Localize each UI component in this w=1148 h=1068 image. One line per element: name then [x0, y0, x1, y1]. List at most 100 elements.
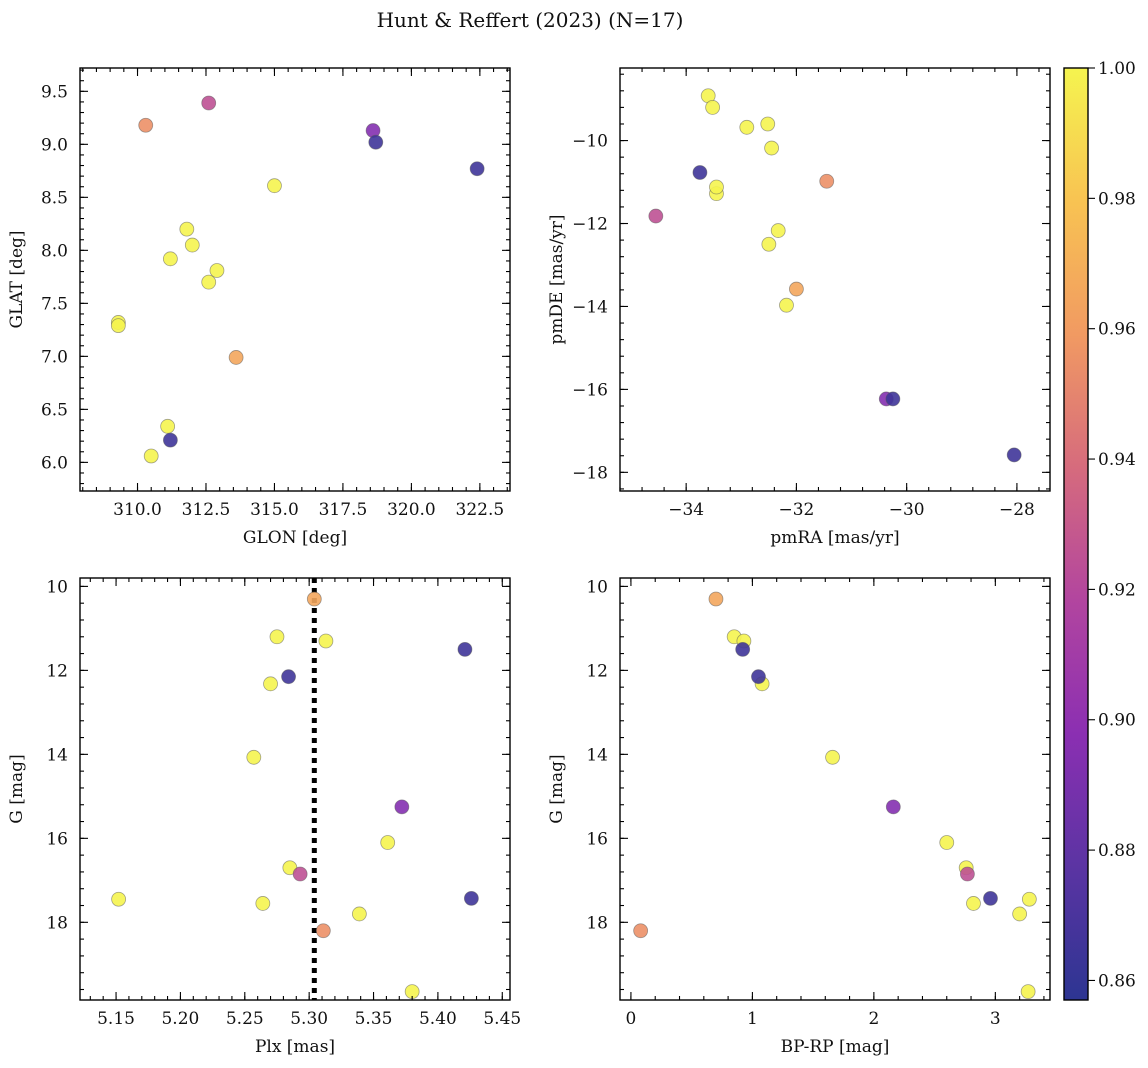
data-point — [709, 179, 724, 195]
colorbar-frame — [1063, 67, 1089, 1001]
data-point — [351, 906, 367, 922]
data-point — [779, 297, 794, 313]
data-point — [1012, 906, 1028, 922]
data-point — [394, 799, 410, 815]
colorbar-tick-label: 1.00 — [1098, 59, 1136, 79]
x-tick-label: 312.5 — [182, 500, 231, 520]
data-point — [960, 866, 975, 882]
x-tick-label: 5.40 — [419, 1009, 457, 1029]
y-tick-label: −14 — [572, 297, 608, 317]
y-tick-label: 9.0 — [41, 135, 68, 155]
data-point — [184, 237, 200, 253]
y-axis-label: G [mag] — [7, 754, 27, 823]
data-point — [457, 641, 473, 657]
plot-frame — [79, 67, 511, 492]
data-point — [789, 281, 804, 297]
data-point — [885, 799, 901, 815]
colorbar-tick-label: 0.94 — [1098, 450, 1136, 470]
colorbar-tick-label: 0.92 — [1098, 580, 1136, 600]
data-point — [939, 835, 955, 850]
y-tick-label: 9.5 — [41, 82, 68, 102]
y-tick-label: 7.5 — [41, 294, 68, 314]
x-tick-label: 315.0 — [250, 500, 299, 520]
x-tick-label: 5.45 — [483, 1009, 521, 1029]
x-tick-label: 5.25 — [226, 1009, 264, 1029]
x-tick-label: 5.15 — [97, 1009, 135, 1029]
data-point — [263, 676, 278, 692]
x-tick-label: −30 — [889, 500, 925, 520]
data-point — [735, 641, 751, 657]
data-point — [318, 633, 334, 649]
data-point — [764, 140, 780, 156]
data-point — [162, 432, 178, 448]
data-point — [255, 896, 271, 911]
data-point — [368, 134, 384, 150]
data-point — [885, 391, 901, 407]
data-point — [983, 890, 998, 906]
y-tick-label: 14 — [586, 745, 608, 765]
x-tick-label: 3 — [990, 1009, 1001, 1029]
x-tick-label: 317.5 — [319, 500, 368, 520]
data-point — [705, 99, 721, 115]
x-tick-label: 5.35 — [355, 1009, 393, 1029]
y-tick-label: −18 — [572, 463, 608, 483]
y-tick-label: 10 — [586, 577, 608, 597]
data-point — [228, 350, 244, 365]
y-axis-label: G [mag] — [547, 754, 567, 823]
x-tick-label: 2 — [868, 1009, 879, 1029]
data-point — [143, 448, 159, 464]
data-point — [761, 236, 777, 252]
data-point — [315, 923, 331, 939]
data-point — [1021, 891, 1037, 907]
y-tick-label: 16 — [586, 829, 608, 849]
suptitle: Hunt & Reffert (2023) (N=17) — [377, 8, 684, 32]
x-axis-label: pmRA [mas/yr] — [770, 528, 899, 548]
y-tick-label: −12 — [572, 215, 608, 235]
x-tick-label: 5.20 — [161, 1009, 199, 1029]
data-point — [469, 161, 485, 177]
data-point — [739, 119, 755, 135]
y-tick-label: 18 — [586, 913, 608, 933]
data-point — [201, 274, 217, 290]
y-tick-label: 12 — [46, 661, 68, 681]
data-point — [966, 896, 981, 911]
data-point — [708, 591, 724, 607]
colorbar-tick-label: 0.98 — [1098, 189, 1136, 209]
x-tick-label: 5.30 — [290, 1009, 328, 1029]
x-axis-label: Plx [mas] — [255, 1037, 335, 1057]
data-point — [281, 669, 296, 685]
x-tick-label: 0 — [626, 1009, 637, 1029]
x-tick-label: 322.5 — [456, 500, 505, 520]
y-tick-label: 16 — [46, 829, 68, 849]
data-point — [246, 749, 262, 765]
y-tick-label: −16 — [572, 380, 608, 400]
x-axis-label: BP-RP [mag] — [781, 1037, 890, 1057]
y-axis-label: pmDE [mas/yr] — [547, 214, 567, 344]
data-point — [633, 923, 649, 939]
y-tick-label: 6.5 — [41, 400, 68, 420]
data-point — [267, 178, 282, 194]
data-point — [179, 221, 195, 237]
data-point — [1020, 984, 1036, 1000]
y-tick-label: 14 — [46, 745, 68, 765]
data-point — [380, 835, 396, 850]
data-point — [648, 208, 664, 224]
data-point — [201, 95, 217, 111]
x-axis-label: GLON [deg] — [243, 528, 347, 548]
colorbar-tick-label: 0.90 — [1098, 711, 1136, 731]
data-point — [463, 890, 479, 906]
data-point — [819, 173, 835, 189]
x-tick-label: 320.0 — [387, 500, 436, 520]
plot-frame — [619, 577, 1051, 1001]
data-point — [160, 418, 176, 434]
x-tick-label: −32 — [778, 500, 814, 520]
y-tick-label: 6.0 — [41, 453, 68, 473]
colorbar: 0.86 0.88 0.90 0.92 0.94 0.96 0.98 1.00 — [1063, 59, 1136, 1001]
data-point — [760, 116, 776, 132]
x-tick-label: 1 — [747, 1009, 758, 1029]
data-point — [162, 251, 178, 267]
x-tick-label: −28 — [999, 500, 1035, 520]
y-tick-label: 8.5 — [41, 188, 68, 208]
